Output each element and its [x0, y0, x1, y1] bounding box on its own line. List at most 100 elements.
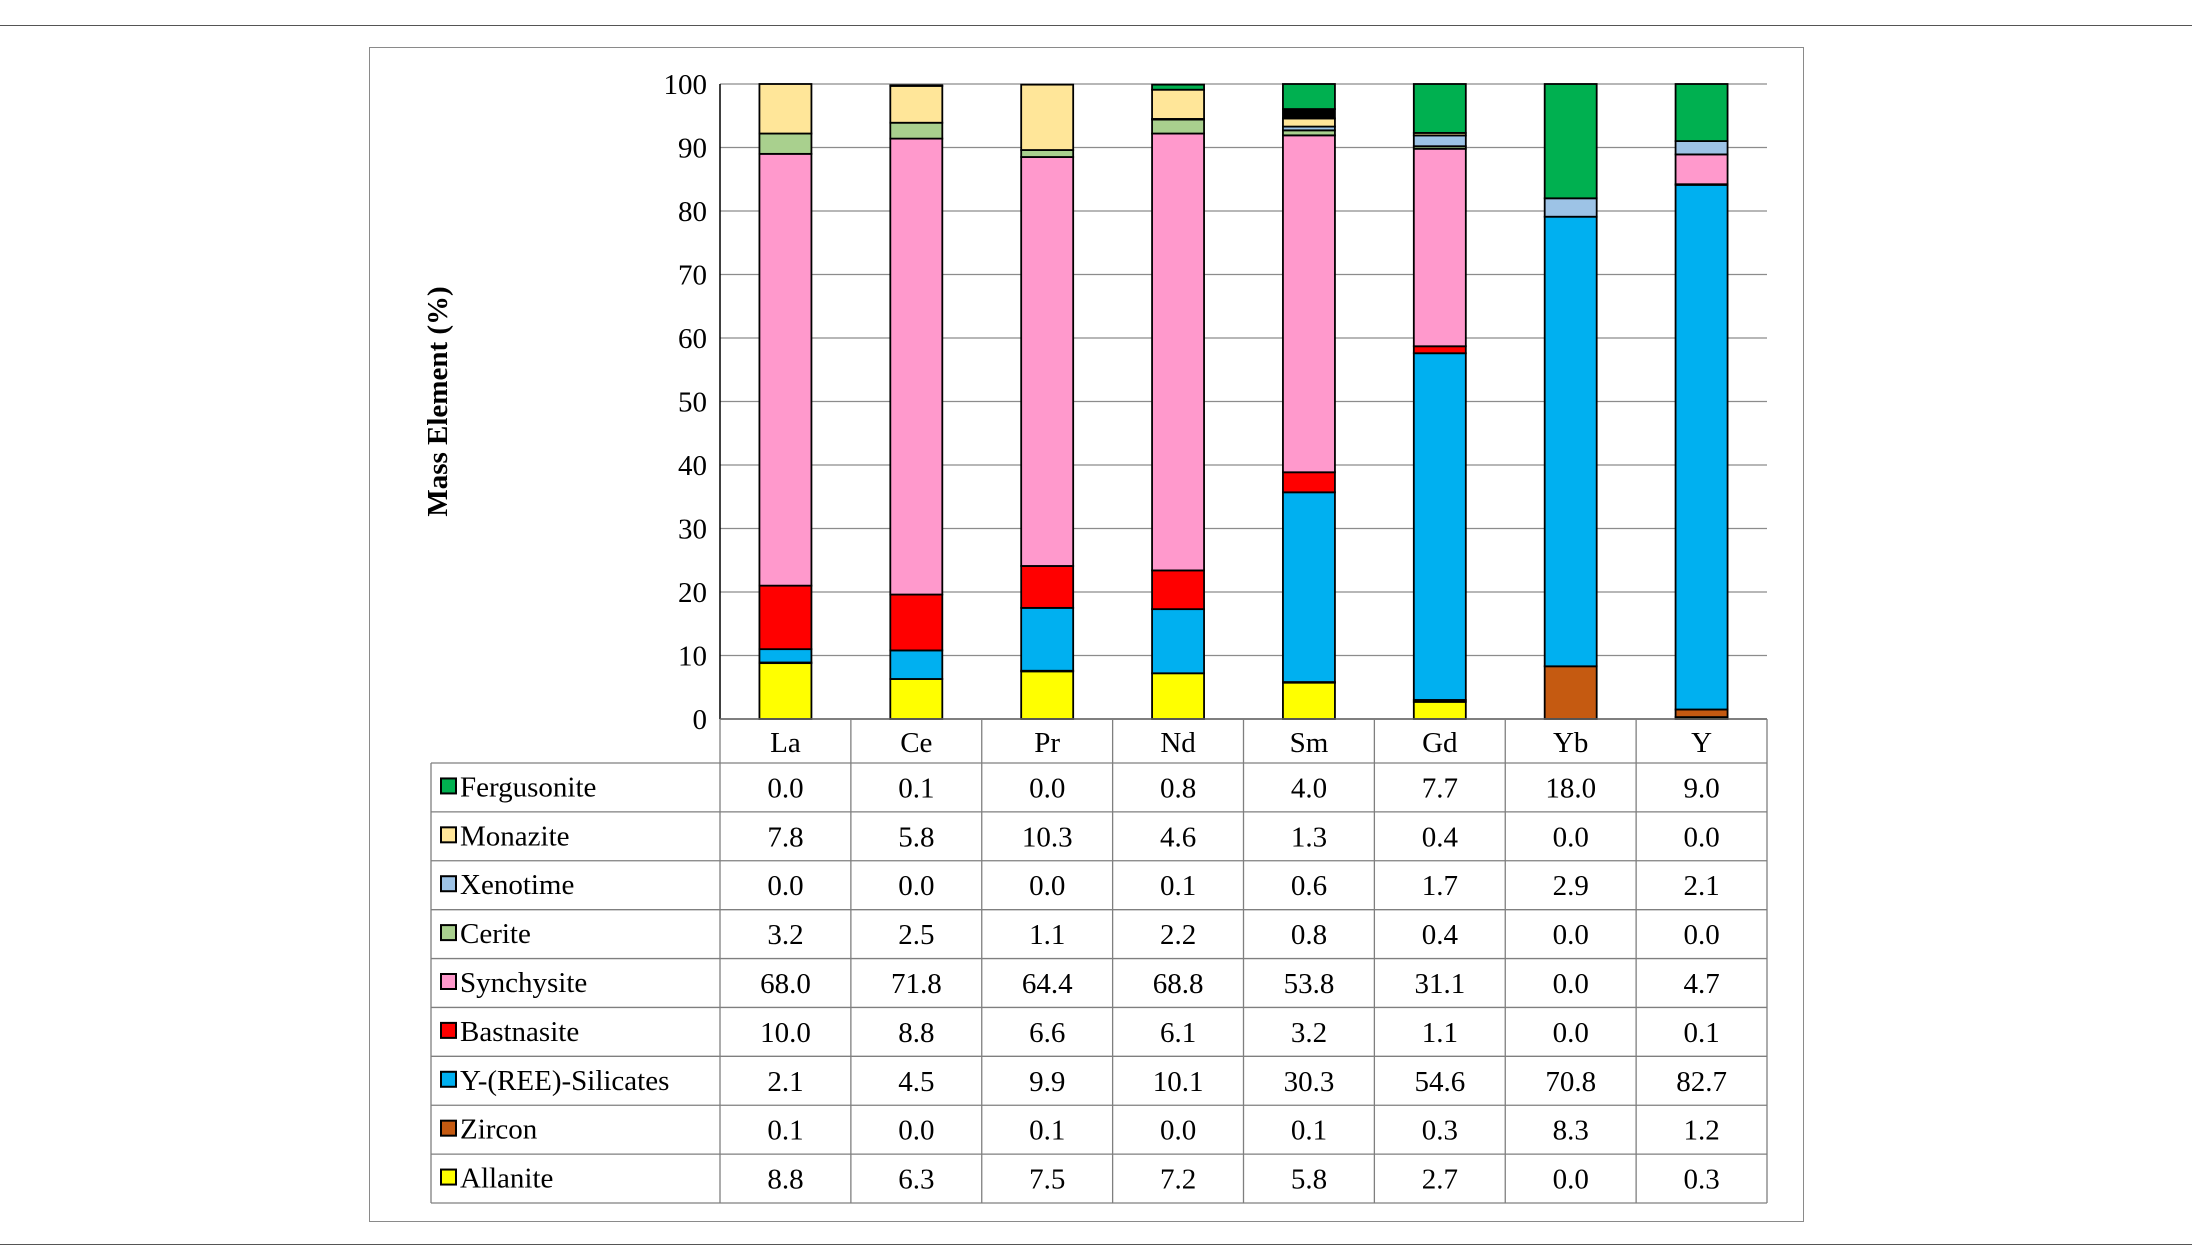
table-cell-value: 1.2 — [1683, 1115, 1719, 1147]
y-tick-label: 100 — [664, 69, 708, 101]
bar-segment-xenotime — [1412, 134, 1467, 148]
bar-segment-allanite — [758, 662, 813, 720]
bar-segment-y-ree-silicates — [1674, 183, 1729, 711]
table-cell-value: 7.5 — [1029, 1164, 1065, 1196]
bar-segment-synchysite — [1282, 134, 1336, 474]
bar-segment-fergusonite — [1151, 83, 1205, 91]
table-cell-value: 0.0 — [1029, 772, 1065, 804]
bar-segment-zircon — [1674, 708, 1729, 718]
y-tick-label: 60 — [678, 323, 707, 355]
bar-segment-synchysite — [1674, 153, 1729, 186]
y-tick-label: 30 — [678, 514, 707, 546]
bar-segment-allanite — [889, 678, 944, 720]
bar-segment-bastnasite — [1282, 471, 1336, 494]
table-cell-value: 4.5 — [898, 1066, 934, 1098]
table-row-label: Y-(REE)-Silicates — [460, 1065, 669, 1097]
y-tick-label: 10 — [678, 641, 707, 673]
x-tick-label: La — [770, 727, 801, 759]
table-cell-value: 0.0 — [767, 870, 803, 902]
table-cell-value: 7.8 — [767, 821, 803, 853]
table-cell-value: 2.5 — [898, 919, 934, 951]
bar-segment-y-ree-silicates — [1412, 352, 1467, 701]
table-cell-value: 0.0 — [1553, 919, 1589, 951]
table-cell-value: 68.0 — [760, 968, 811, 1000]
table-cell-value: 0.0 — [898, 1115, 934, 1147]
table-cell-value: 10.0 — [760, 1017, 811, 1049]
x-tick-label: Gd — [1422, 727, 1458, 759]
table-cell-value: 1.1 — [1029, 919, 1065, 951]
table-cell-value: 30.3 — [1284, 1066, 1335, 1098]
table-cell-value: 0.0 — [1683, 821, 1719, 853]
table-cell-value: 0.0 — [767, 772, 803, 804]
table-cell-value: 4.7 — [1683, 968, 1719, 1000]
table-cell-value: 0.0 — [1553, 968, 1589, 1000]
bar-segment-cerite — [1020, 149, 1075, 158]
bar-segment-allanite — [1412, 700, 1467, 720]
table-cell-value: 3.2 — [1291, 1017, 1327, 1049]
table-cell-value: 0.4 — [1422, 821, 1459, 853]
table-row-label: Cerite — [460, 918, 531, 950]
table-row-label: Bastnasite — [460, 1016, 579, 1048]
table-cell-value: 4.6 — [1160, 821, 1196, 853]
table-cell-value: 0.1 — [898, 772, 934, 804]
legend-key-xenotime — [440, 875, 457, 893]
table-cell-value: 2.1 — [767, 1066, 803, 1098]
legend-key-y-ree-silicates — [440, 1070, 457, 1088]
bar-segment-y-ree-silicates — [1151, 608, 1205, 675]
y-tick-label: 50 — [678, 387, 707, 419]
y-tick-label: 20 — [678, 577, 707, 609]
table-cell-value: 68.8 — [1153, 968, 1204, 1000]
y-tick-label: 80 — [678, 196, 707, 228]
bar-segment-synchysite — [1020, 156, 1075, 567]
bar-segment-fergusonite — [1282, 83, 1336, 110]
bar-segment-monazite — [889, 85, 944, 124]
bar-segment-cerite — [1151, 118, 1205, 135]
table-row-label: Zircon — [460, 1114, 538, 1146]
table-row-label: Fergusonite — [460, 771, 596, 803]
table-cell-value: 0.3 — [1683, 1164, 1719, 1196]
table-cell-value: 2.7 — [1422, 1164, 1458, 1196]
bar-segment-bastnasite — [1412, 345, 1467, 355]
legend-key-bastnasite — [440, 1021, 457, 1039]
x-tick-label: Yb — [1553, 727, 1588, 759]
bar-segment-allanite — [1020, 670, 1075, 720]
x-tick-label: Nd — [1160, 727, 1196, 759]
table-cell-value: 0.1 — [1029, 1115, 1065, 1147]
bar-segment-bastnasite — [758, 584, 813, 651]
bar-segment-monazite — [1282, 117, 1336, 128]
table-cell-value: 0.0 — [1553, 1017, 1589, 1049]
table-cell-value: 10.1 — [1153, 1066, 1204, 1098]
table-cell-value: 2.1 — [1683, 870, 1719, 902]
table-cell-value: 70.8 — [1545, 1066, 1596, 1098]
table-cell-value: 0.0 — [1160, 1115, 1196, 1147]
bar-segment-y-ree-silicates — [1282, 491, 1336, 683]
table-cell-value: 0.0 — [898, 870, 934, 902]
table-row-label: Xenotime — [460, 869, 574, 901]
table-cell-value: 8.3 — [1553, 1115, 1589, 1147]
legend-key-cerite — [440, 924, 457, 942]
table-cell-value: 10.3 — [1022, 821, 1073, 853]
table-cell-value: 0.4 — [1422, 919, 1459, 951]
bar-segment-xenotime — [1543, 197, 1598, 218]
bar-segment-synchysite — [1412, 147, 1467, 348]
table-cell-value: 4.0 — [1291, 772, 1327, 804]
y-tick-label: 90 — [678, 133, 707, 165]
table-cell-value: 8.8 — [767, 1164, 803, 1196]
table-cell-value: 71.8 — [891, 968, 942, 1000]
bar-segment-bastnasite — [1151, 569, 1205, 611]
table-cell-value: 0.0 — [1683, 919, 1719, 951]
table-cell-value: 9.9 — [1029, 1066, 1065, 1098]
table-cell-value: 0.0 — [1029, 870, 1065, 902]
table-cell-value: 0.1 — [767, 1115, 803, 1147]
table-cell-value: 6.1 — [1160, 1017, 1196, 1049]
table-cell-value: 31.1 — [1414, 968, 1465, 1000]
bar-segment-synchysite — [1151, 132, 1205, 572]
x-tick-label: Ce — [900, 727, 932, 759]
bar-segment-monazite — [1151, 88, 1205, 120]
table-cell-value: 0.6 — [1291, 870, 1327, 902]
table-cell-value: 0.1 — [1291, 1115, 1327, 1147]
table-cell-value: 18.0 — [1545, 772, 1596, 804]
bar-segment-y-ree-silicates — [1020, 606, 1075, 672]
table-cell-value: 7.7 — [1422, 772, 1458, 804]
